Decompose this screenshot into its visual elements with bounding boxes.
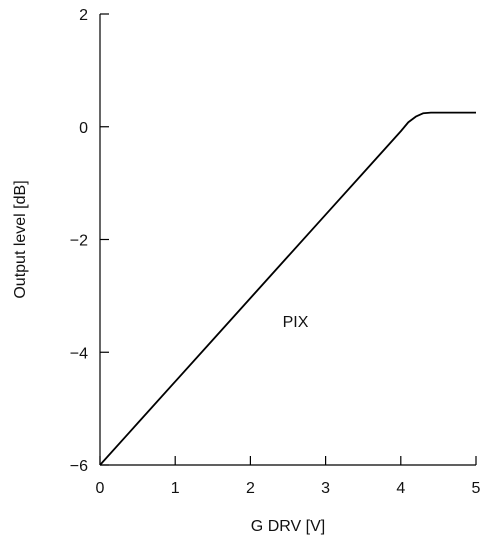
y-tick-label: 0 (79, 120, 88, 137)
series-annotation: PIX (283, 314, 309, 331)
x-tick-label: 5 (472, 480, 481, 497)
x-tick-label: 2 (246, 480, 255, 497)
y-tick-label: −6 (70, 458, 88, 475)
ticks: 2 0 −2 −4 −6 0 1 2 3 4 5 (70, 7, 481, 497)
series-line (99, 111, 476, 466)
y-tick-label: −4 (70, 345, 88, 362)
y-axis-title: Output level [dB] (12, 180, 29, 298)
x-tick-label: 3 (321, 480, 330, 497)
axes (99, 14, 476, 466)
series-layer (99, 111, 476, 466)
x-axis-title: G DRV [V] (251, 518, 325, 535)
x-tick-label: 1 (171, 480, 180, 497)
y-tick-label: −2 (70, 233, 88, 250)
x-tick-label: 4 (396, 480, 405, 497)
labels-layer: G DRV [V] Output level [dB] PIX (12, 180, 325, 535)
x-tick-label: 0 (96, 480, 105, 497)
y-tick-label: 2 (79, 7, 88, 24)
